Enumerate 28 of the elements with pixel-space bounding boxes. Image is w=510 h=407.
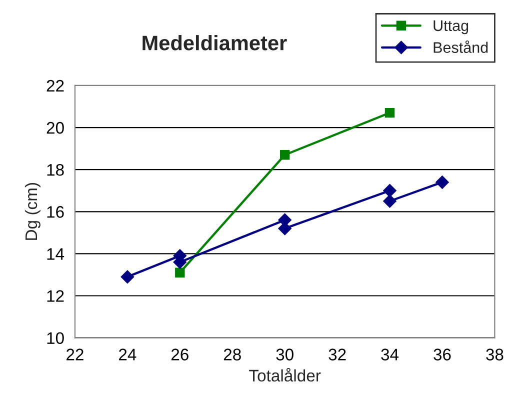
point <box>120 270 134 284</box>
legend-label: Bestånd <box>434 40 488 53</box>
y-tick-label: 18 <box>47 164 64 176</box>
x-tick-label: 24 <box>119 348 136 360</box>
point <box>384 108 395 118</box>
y-tick-label: 12 <box>47 290 64 302</box>
x-tick-label: 34 <box>381 348 399 360</box>
legend-label: Uttag <box>434 20 468 34</box>
point <box>280 150 290 160</box>
point <box>383 184 396 198</box>
y-tick-label: 16 <box>47 206 64 218</box>
x-tick-label: 30 <box>276 348 294 360</box>
x-tick-label: 32 <box>328 348 346 360</box>
y-axis-title: Dg (cm) <box>24 183 40 240</box>
x-tick-label: 28 <box>224 348 241 360</box>
x-axis-title: Totalålder <box>249 368 321 382</box>
y-tick-label: 20 <box>46 122 64 134</box>
chart-title: Medeldiameter <box>142 35 287 50</box>
y-tick-label: 22 <box>46 80 64 92</box>
x-tick-label: 36 <box>434 348 451 360</box>
x-tick-label: 22 <box>66 348 84 360</box>
point <box>383 194 396 208</box>
x-tick-label: 38 <box>486 348 504 360</box>
x-tick-label: 26 <box>171 348 188 360</box>
y-tick-label: 10 <box>47 332 64 344</box>
point <box>175 268 185 278</box>
point <box>436 176 449 189</box>
y-tick-label: 14 <box>47 248 64 260</box>
